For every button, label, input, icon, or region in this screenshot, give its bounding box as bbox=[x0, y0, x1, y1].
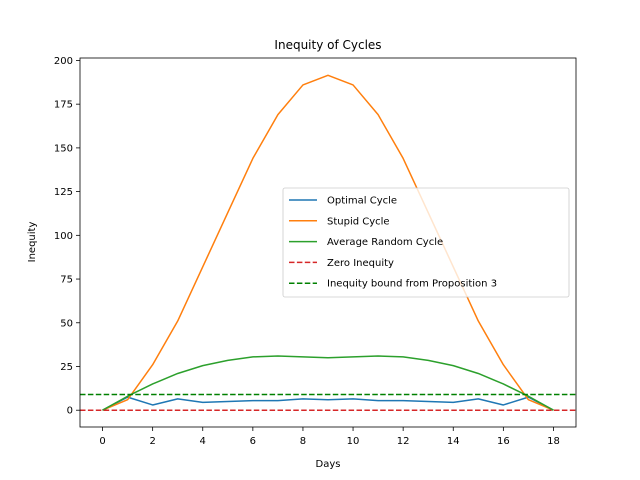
y-tick-label: 200 bbox=[54, 56, 73, 67]
average-random-cycle-line bbox=[102, 355, 554, 411]
legend-box bbox=[282, 187, 570, 298]
x-axis-label: Days bbox=[316, 459, 341, 470]
x-tick-label: 2 bbox=[149, 436, 155, 447]
x-tick-label: 14 bbox=[447, 436, 460, 447]
y-tick-label: 125 bbox=[54, 187, 73, 198]
legend-label-inequity-bound-from-proposition-3: Inequity bound from Proposition 3 bbox=[327, 279, 497, 290]
y-tick-label: 75 bbox=[60, 275, 73, 286]
y-axis-ticks: 0 25 50 75 100 125 150 175 200 bbox=[54, 56, 80, 417]
y-tick-label: 100 bbox=[54, 231, 73, 242]
chart-title: Inequity of Cycles bbox=[274, 38, 381, 52]
x-tick-label: 8 bbox=[300, 436, 306, 447]
x-tick-label: 18 bbox=[547, 436, 560, 447]
legend-label-optimal-cycle: Optimal Cycle bbox=[327, 196, 397, 207]
plot-frame bbox=[79, 57, 577, 428]
y-axis-label: Inequity bbox=[27, 222, 38, 263]
x-tick-label: 4 bbox=[200, 436, 206, 447]
x-axis-ticks: 0 2 4 6 8 10 12 14 16 18 bbox=[99, 427, 560, 447]
x-tick-label: 10 bbox=[347, 436, 360, 447]
stupid-cycle-line bbox=[102, 74, 554, 411]
y-tick-label: 0 bbox=[67, 406, 73, 417]
y-tick-label: 50 bbox=[60, 318, 73, 329]
legend-label-stupid-cycle: Stupid Cycle bbox=[327, 216, 390, 227]
x-tick-label: 16 bbox=[497, 436, 510, 447]
series-layer bbox=[80, 74, 576, 411]
legend: Optimal Cycle Stupid Cycle Average Random … bbox=[282, 187, 570, 298]
optimal-cycle-line bbox=[102, 396, 554, 411]
x-tick-label: 6 bbox=[250, 436, 256, 447]
y-tick-label: 150 bbox=[54, 143, 73, 154]
x-tick-label: 0 bbox=[99, 436, 105, 447]
y-tick-label: 175 bbox=[54, 100, 73, 111]
y-tick-label: 25 bbox=[60, 362, 73, 373]
x-tick-label: 12 bbox=[397, 436, 410, 447]
legend-label-average-random-cycle: Average Random Cycle bbox=[327, 237, 443, 248]
legend-label-zero-inequity: Zero Inequity bbox=[327, 258, 394, 269]
